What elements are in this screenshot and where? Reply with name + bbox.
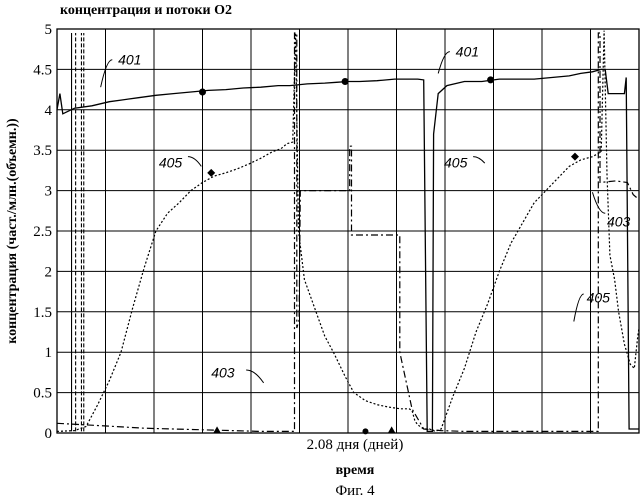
series-label: 401 [456,44,479,60]
marker-405 [207,169,215,177]
series-label: 403 [607,213,631,229]
marker-403 [213,426,221,433]
markers [199,76,579,434]
figure-caption: Фиг. 4 [335,483,375,499]
marker-405 [571,153,579,161]
x-axis-label: время [336,463,375,478]
marker-401 [342,78,349,85]
series-label: 403 [211,364,235,380]
series-labels: 401 401 405 405 405 403 403 [101,44,631,383]
label-leader-line [188,157,201,167]
label-leader-line [246,370,263,383]
y-tick-label: 2 [45,264,53,280]
series-label: 405 [444,154,468,170]
y-tick-label: 4.5 [33,62,52,78]
y-tick-labels: 0 0.5 1 1.5 2 2.5 3 3.5 4 4.5 5 [33,22,52,442]
y-tick-label: 3 [45,184,53,200]
label-leader-line [438,52,450,74]
series-label: 401 [118,52,141,68]
label-leader-line [574,294,584,321]
y-tick-label: 0.5 [33,386,52,402]
y-tick-label: 4 [45,103,53,119]
y-tick-label: 0 [45,426,53,442]
x-tick-label: 2.08 дня (дней) [307,437,404,453]
marker-403 [388,426,396,433]
y-tick-label: 2.5 [33,224,52,240]
marker-401 [487,76,494,83]
marker-401 [199,89,206,96]
y-tick-label: 3.5 [33,143,52,159]
y-axis-label: концентрация (част./млн.(объемн.)) [5,118,20,344]
chart-title: концентрация и потоки O2 [60,3,232,18]
series-label: 405 [159,154,183,170]
y-tick-label: 5 [45,22,53,38]
label-leader-line [473,157,485,163]
grid [57,29,639,433]
series-label: 405 [587,289,611,305]
y-tick-label: 1.5 [33,305,52,321]
label-leader-line [101,60,113,87]
marker-403 [362,428,368,434]
y-tick-label: 1 [45,345,53,361]
